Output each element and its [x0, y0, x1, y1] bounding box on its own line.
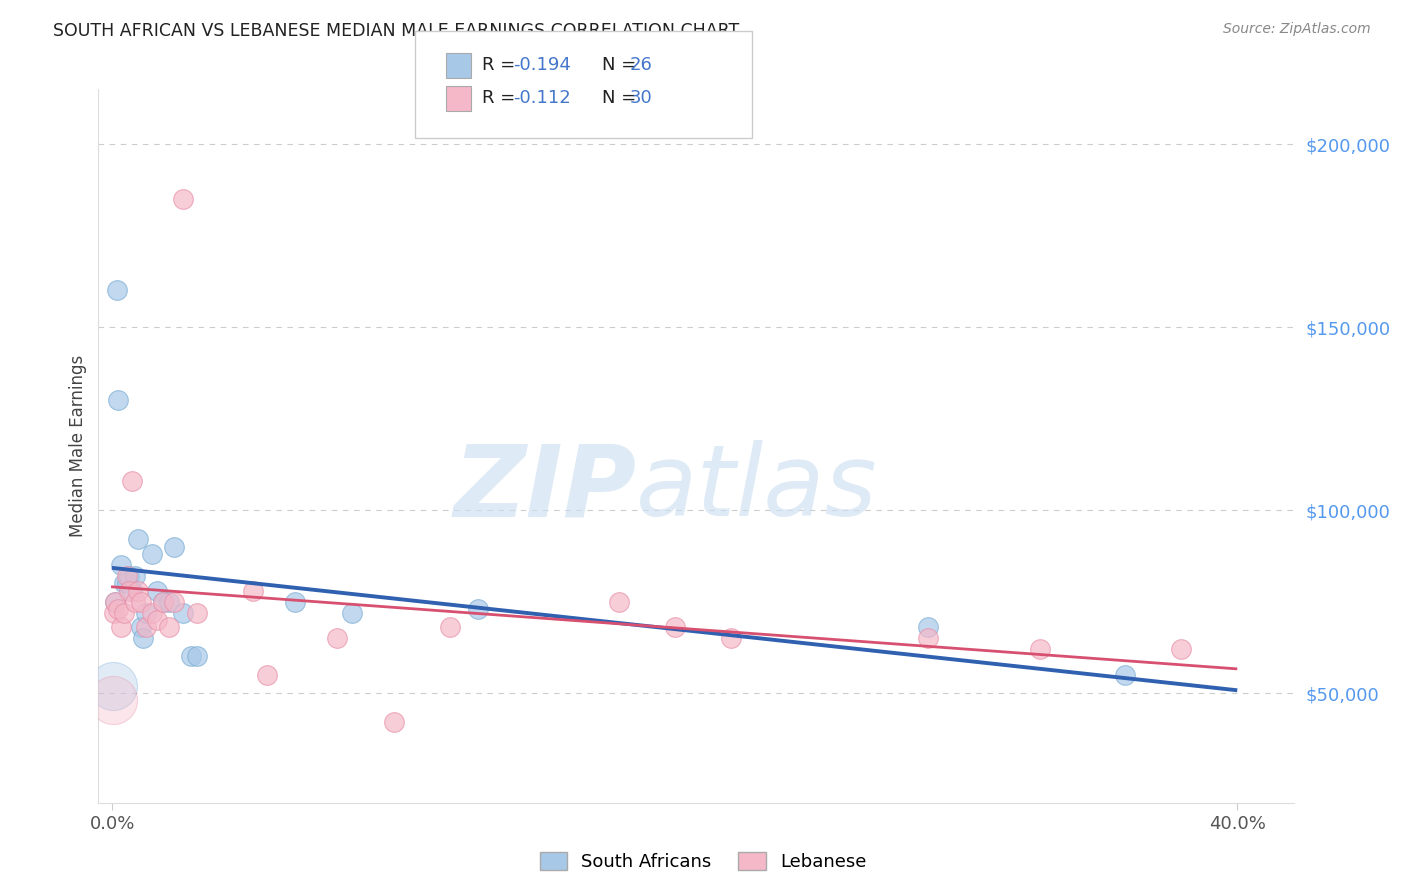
Point: [141, 547, 163, 561]
Point: [664, 620, 686, 634]
Point: [157, 594, 180, 608]
Point: [382, 715, 405, 730]
Point: [186, 649, 208, 664]
Point: [129, 594, 152, 608]
Point: [104, 594, 127, 608]
Point: [172, 606, 194, 620]
Point: [146, 583, 169, 598]
Point: [118, 569, 141, 583]
Text: Source: ZipAtlas.com: Source: ZipAtlas.com: [1223, 22, 1371, 37]
Point: [284, 594, 307, 608]
Point: [157, 620, 180, 634]
Legend: South Africans, Lebanese: South Africans, Lebanese: [533, 845, 873, 879]
Text: N =: N =: [602, 56, 641, 74]
Point: [242, 583, 264, 598]
Point: [103, 693, 125, 707]
Text: R =: R =: [482, 89, 522, 107]
Point: [132, 631, 155, 645]
Point: [107, 393, 129, 408]
Point: [124, 569, 146, 583]
Text: atlas: atlas: [637, 441, 877, 537]
Point: [135, 606, 157, 620]
Point: [467, 602, 489, 616]
Point: [110, 620, 132, 634]
Point: [118, 583, 141, 598]
Point: [104, 594, 127, 608]
Point: [917, 620, 939, 634]
Text: R =: R =: [482, 56, 522, 74]
Point: [103, 606, 125, 620]
Point: [129, 620, 152, 634]
Point: [121, 583, 143, 598]
Point: [105, 284, 128, 298]
Point: [135, 620, 157, 634]
Point: [172, 192, 194, 206]
Point: [115, 569, 138, 583]
Point: [152, 594, 174, 608]
Point: [110, 558, 132, 572]
Point: [720, 631, 742, 645]
Text: 30: 30: [630, 89, 652, 107]
Point: [141, 606, 163, 620]
Point: [607, 594, 630, 608]
Text: -0.194: -0.194: [513, 56, 571, 74]
Point: [121, 474, 143, 488]
Point: [186, 606, 208, 620]
Point: [1170, 642, 1192, 657]
Point: [163, 594, 186, 608]
Point: [127, 583, 149, 598]
Point: [112, 576, 135, 591]
Point: [180, 649, 202, 664]
Y-axis label: Median Male Earnings: Median Male Earnings: [69, 355, 87, 537]
Text: SOUTH AFRICAN VS LEBANESE MEDIAN MALE EARNINGS CORRELATION CHART: SOUTH AFRICAN VS LEBANESE MEDIAN MALE EA…: [53, 22, 740, 40]
Text: ZIP: ZIP: [453, 441, 637, 537]
Point: [127, 533, 149, 547]
Point: [112, 606, 135, 620]
Point: [124, 594, 146, 608]
Text: -0.112: -0.112: [513, 89, 571, 107]
Point: [256, 667, 278, 681]
Point: [439, 620, 461, 634]
Point: [115, 576, 138, 591]
Point: [107, 602, 129, 616]
Point: [340, 606, 363, 620]
Text: 26: 26: [630, 56, 652, 74]
Point: [146, 613, 169, 627]
Point: [152, 594, 174, 608]
Point: [103, 679, 125, 693]
Point: [163, 540, 186, 554]
Point: [326, 631, 349, 645]
Point: [917, 631, 939, 645]
Text: N =: N =: [602, 89, 641, 107]
Point: [1114, 667, 1136, 681]
Point: [1029, 642, 1052, 657]
